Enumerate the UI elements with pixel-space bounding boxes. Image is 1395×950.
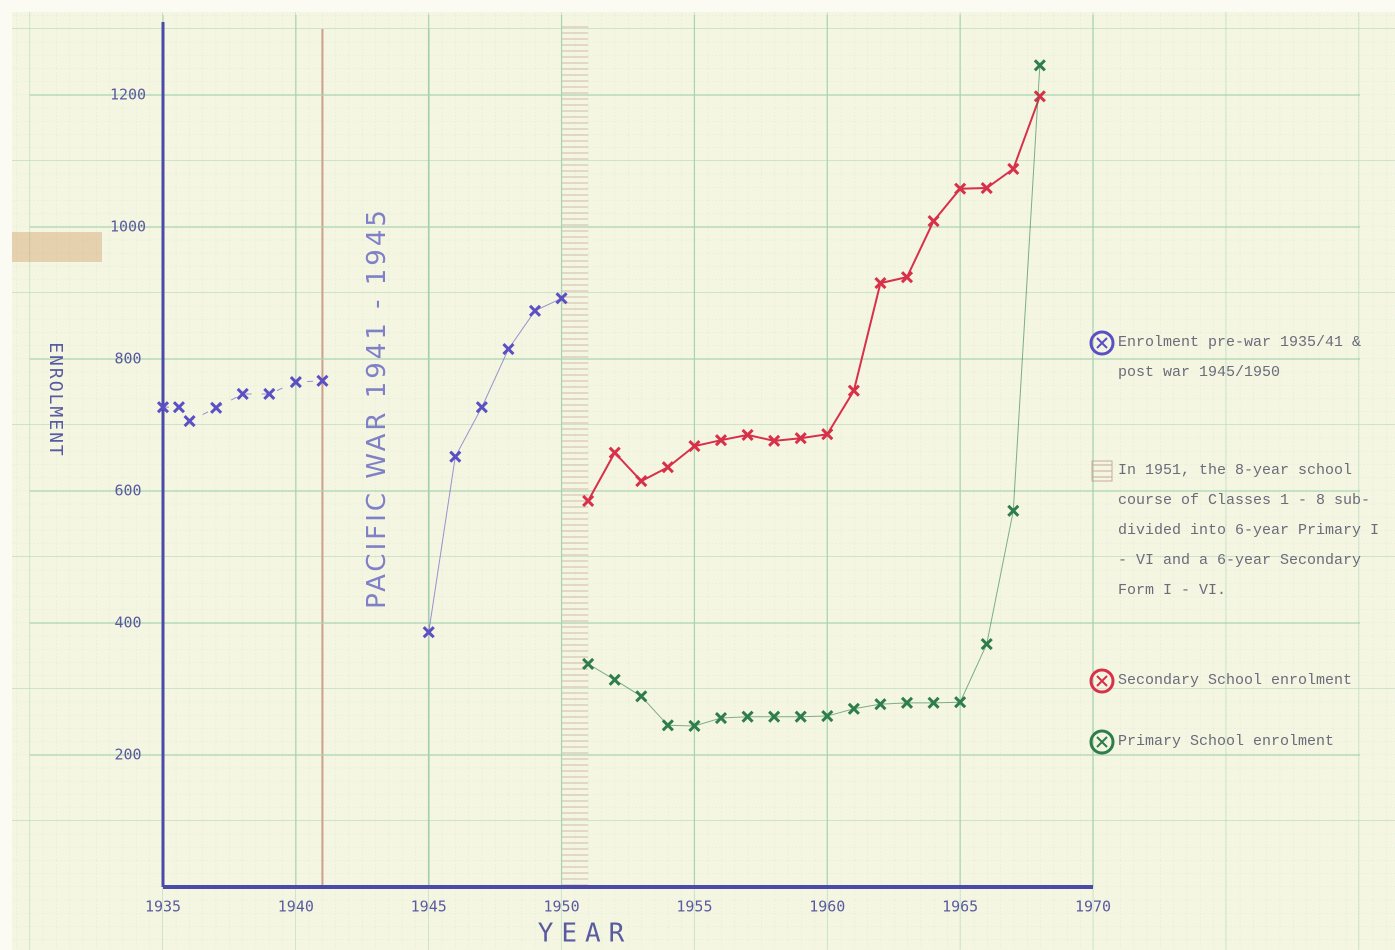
y-tick-label: 1200 bbox=[110, 86, 146, 104]
band-note-box: In 1951, the 8-year school course of Cla… bbox=[1118, 456, 1383, 656]
reorganisation-band bbox=[562, 24, 589, 887]
y-axis-label: ENROLMENT bbox=[45, 342, 66, 458]
legend-entry: Primary School enrolment bbox=[1118, 727, 1388, 757]
y-tick-label: 200 bbox=[114, 746, 141, 764]
x-tick-label: 1960 bbox=[809, 898, 845, 916]
x-axis-label: YEAR bbox=[538, 919, 633, 949]
y-tick-label: 400 bbox=[114, 614, 141, 632]
x-tick-label: 1940 bbox=[278, 898, 314, 916]
x-tick-label: 1935 bbox=[145, 898, 181, 916]
x-tick-label: 1965 bbox=[942, 898, 978, 916]
legend-band-symbol bbox=[1092, 461, 1112, 481]
y-tick-label: 800 bbox=[114, 350, 141, 368]
war-annotation: PACIFIC WAR 1941 - 1945 bbox=[362, 207, 392, 609]
x-tick-label: 1945 bbox=[411, 898, 447, 916]
legend-entry-box: Primary School enrolment bbox=[1118, 727, 1388, 927]
y-tick-label: 1000 bbox=[110, 218, 146, 236]
x-tick-label: 1970 bbox=[1075, 898, 1111, 916]
legend-entry: Enrolment pre-war 1935/41 & post war 194… bbox=[1118, 328, 1388, 388]
band-note: In 1951, the 8-year school course of Cla… bbox=[1118, 456, 1383, 606]
y-tick-label: 600 bbox=[114, 482, 141, 500]
legend-entry: Secondary School enrolment bbox=[1118, 666, 1388, 696]
chart: PACIFIC WAR 1941 - 1945 200 400 600 800 1000 1… bbox=[0, 0, 1395, 950]
tape-stain bbox=[12, 232, 102, 262]
x-tick-label: 1955 bbox=[676, 898, 712, 916]
x-tick-label: 1950 bbox=[544, 898, 580, 916]
